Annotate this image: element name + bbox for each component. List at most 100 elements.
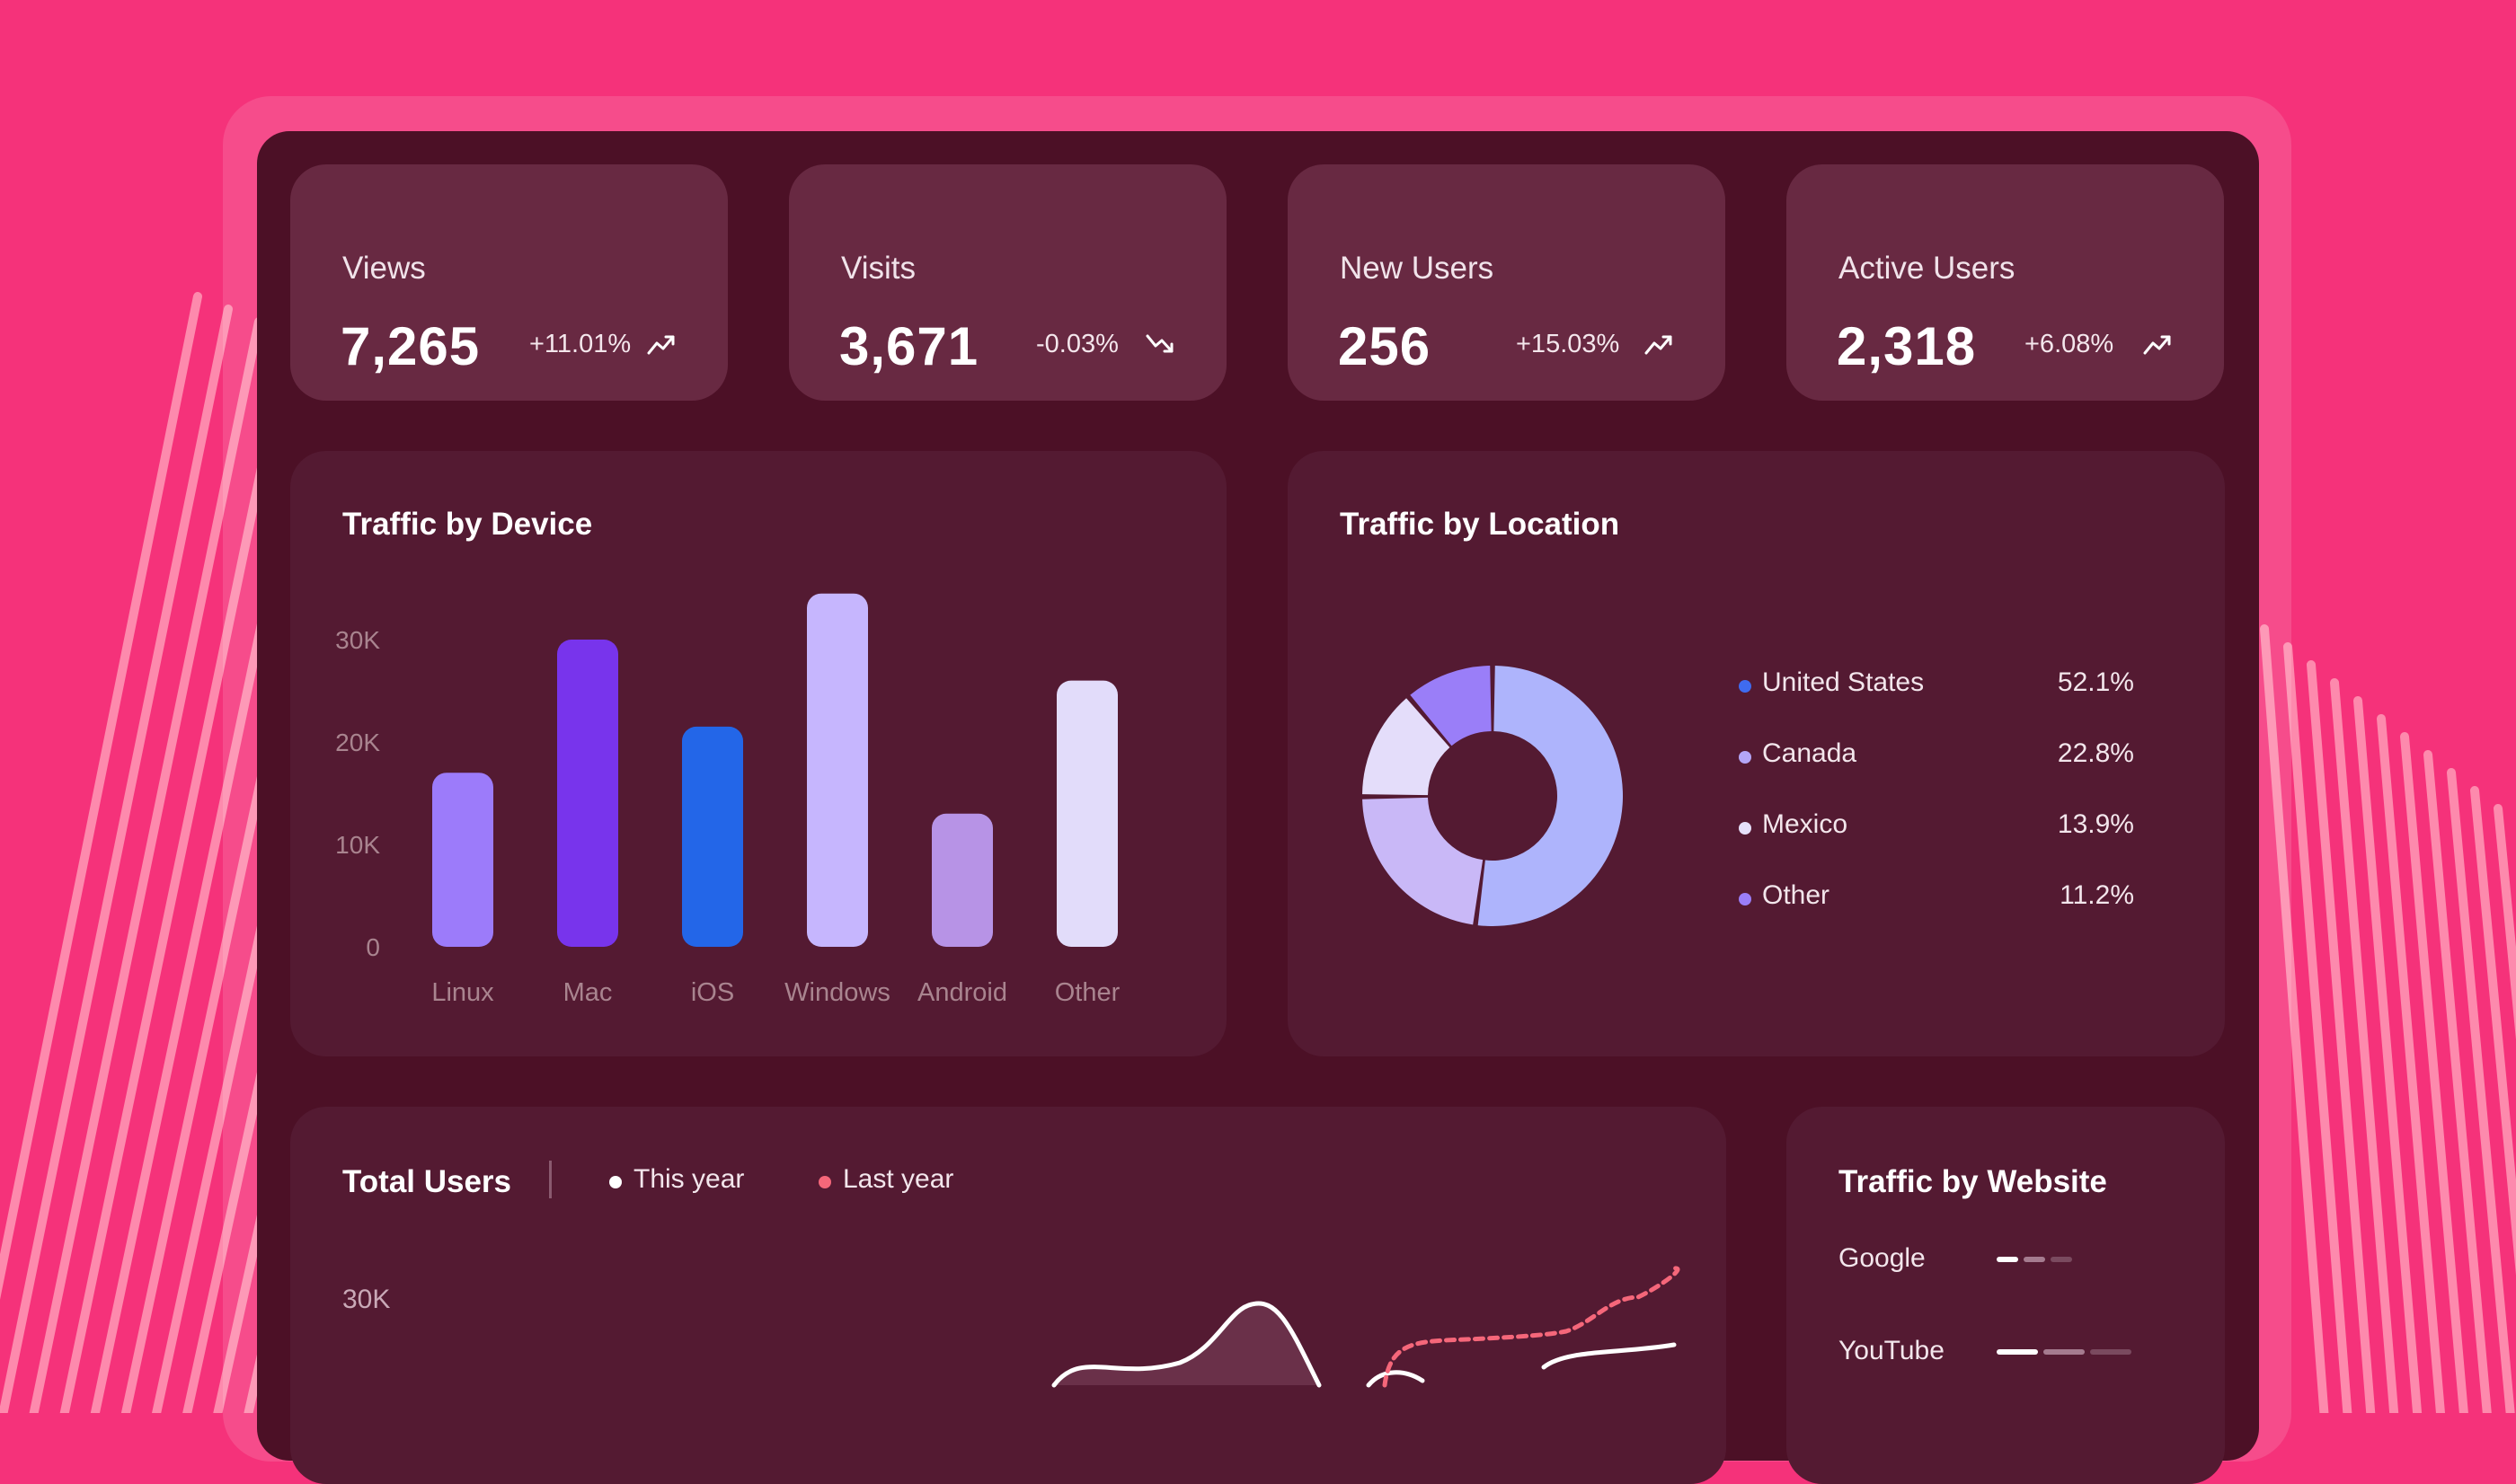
stat-value: 3,671	[839, 316, 979, 376]
dashboard: Views 7,265 +11.01% Visits 3,671 -0.03% …	[257, 131, 2259, 1484]
legend-row[interactable]: Other 11.2%	[1739, 880, 2134, 920]
legend-value: 11.2%	[2060, 880, 2134, 910]
decor-stripe	[59, 330, 294, 1413]
legend-label: United States	[1762, 667, 1925, 697]
this-year-line	[1366, 1342, 1677, 1388]
decor-stripe	[2260, 624, 2329, 1413]
total-users-panel: Total Users This year Last year 30K	[290, 1107, 1726, 1484]
device-bar-chart: 0 10K 20K 30K Linux Mac iOS Windows Android Other	[335, 593, 1121, 1007]
last-year-legend-dot	[819, 1176, 831, 1188]
legend-value: 52.1%	[2057, 667, 2134, 697]
legend-label: Mexico	[1762, 809, 1848, 839]
stat-label: Active Users	[1838, 251, 2015, 286]
y-tick-label: 20K	[335, 729, 380, 756]
bar-other[interactable]	[1057, 680, 1118, 947]
this-year-legend-label[interactable]: This year	[633, 1164, 745, 1194]
decor-stripe	[2307, 660, 2376, 1413]
legend-value: 22.8%	[2057, 738, 2134, 768]
x-tick-label: Linux	[431, 978, 494, 1007]
y-tick-label: 30K	[342, 1285, 391, 1314]
website-name-youtube: YouTube	[1838, 1336, 1945, 1365]
legend-label: Canada	[1762, 738, 1857, 768]
legend-value: 13.9%	[2057, 809, 2134, 839]
x-tick-label: iOS	[691, 978, 734, 1007]
traffic-by-location-panel: Traffic by Location United States 52.1% Ca…	[1288, 451, 2225, 1056]
bar-mac[interactable]	[557, 640, 618, 947]
website-bar-google	[1997, 1257, 2077, 1262]
bar-segment	[1997, 1349, 2038, 1355]
website-bar-youtube	[1997, 1349, 2131, 1355]
stat-change: +6.08%	[2024, 330, 2114, 358]
website-name-google: Google	[1838, 1243, 1926, 1273]
decor-stripe	[2447, 768, 2515, 1413]
x-tick-label: Windows	[784, 978, 890, 1007]
donut-slice-other[interactable]	[1410, 666, 1492, 746]
stat-change: +15.03%	[1516, 330, 1620, 358]
legend-dot	[1739, 751, 1751, 764]
legend-dot	[1739, 822, 1751, 835]
bar-segment	[2051, 1257, 2072, 1262]
panel-title: Traffic by Device	[342, 507, 593, 542]
stat-change: +11.01%	[529, 330, 632, 358]
x-tick-label: Android	[917, 978, 1007, 1007]
trend-up-icon	[1644, 335, 1672, 355]
panel-title: Traffic by Location	[1340, 507, 1620, 542]
title-divider	[549, 1161, 552, 1198]
decor-stripe	[0, 305, 233, 1413]
legend-label: Other	[1762, 880, 1830, 910]
stat-value: 7,265	[341, 316, 481, 376]
decor-stripe	[2377, 714, 2446, 1413]
stat-label: Visits	[841, 251, 916, 286]
legend-row[interactable]: United States 52.1%	[1739, 667, 2134, 707]
bar-segment	[1997, 1257, 2018, 1262]
bar-ios[interactable]	[682, 726, 743, 947]
trend-up-icon	[647, 335, 675, 355]
stat-change: -0.03%	[1036, 330, 1119, 358]
stat-card-visits: Visits 3,671 -0.03%	[789, 164, 1227, 401]
bar-segment	[2024, 1257, 2045, 1262]
stat-card-new-users: New Users 256 +15.03%	[1288, 164, 1725, 401]
bar-segment	[2090, 1349, 2131, 1355]
y-tick-label: 30K	[335, 626, 380, 654]
traffic-by-website-panel: Traffic by Website Google YouTube	[1786, 1107, 2225, 1484]
x-tick-label: Mac	[563, 978, 613, 1007]
decor-stripe	[2423, 750, 2492, 1413]
location-donut-chart	[1362, 666, 1623, 926]
stat-label: Views	[342, 251, 426, 286]
donut-slice-canada[interactable]	[1362, 797, 1484, 925]
legend-row[interactable]: Mexico 13.9%	[1739, 809, 2134, 849]
x-tick-label: Other	[1055, 978, 1121, 1007]
legend-dot	[1739, 680, 1751, 693]
decor-stripe	[2330, 678, 2399, 1413]
y-tick-label: 0	[366, 933, 380, 961]
panel-title: Total Users	[342, 1164, 512, 1199]
bar-windows[interactable]	[807, 593, 868, 947]
decor-stripe	[29, 317, 263, 1413]
stat-card-views: Views 7,265 +11.01%	[290, 164, 728, 401]
donut-slice-united-states[interactable]	[1477, 666, 1623, 926]
total-users-line-chart	[1051, 1266, 1680, 1388]
bar-android[interactable]	[932, 813, 993, 947]
last-year-line	[1382, 1266, 1680, 1388]
this-year-area	[1054, 1303, 1319, 1385]
donut-slice-mexico[interactable]	[1362, 698, 1450, 796]
this-year-line	[1051, 1301, 1322, 1388]
panel-title: Traffic by Website	[1838, 1164, 2107, 1199]
last-year-legend-label[interactable]: Last year	[843, 1164, 954, 1194]
decor-stripe	[2353, 696, 2423, 1413]
bar-linux[interactable]	[432, 773, 493, 947]
stat-value: 2,318	[1837, 316, 1977, 376]
legend-dot	[1739, 893, 1751, 905]
legend-row[interactable]: Canada 22.8%	[1739, 738, 2134, 778]
decor-stripe	[2283, 642, 2352, 1413]
stat-value: 256	[1338, 316, 1431, 376]
traffic-by-device-panel: Traffic by Device 0 10K 20K 30K Linux Mac iOS W…	[290, 451, 1227, 1056]
bar-segment	[2043, 1349, 2085, 1355]
decor-stripe	[2400, 732, 2468, 1413]
decor-stripe	[2470, 786, 2516, 1276]
y-tick-label: 10K	[335, 831, 380, 859]
decor-stripe	[0, 292, 202, 1300]
stat-card-active-users: Active Users 2,318 +6.08%	[1786, 164, 2224, 401]
trend-down-icon	[1146, 334, 1174, 353]
stat-label: New Users	[1340, 251, 1494, 286]
